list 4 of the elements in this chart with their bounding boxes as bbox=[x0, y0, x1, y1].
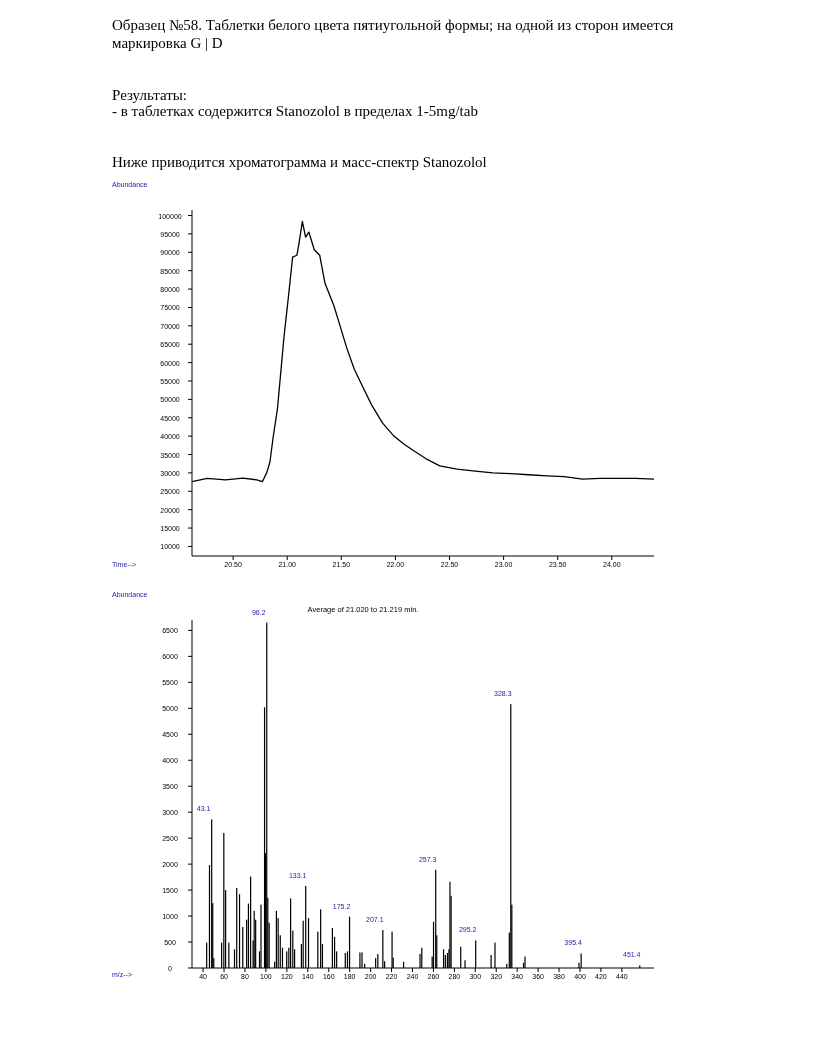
text: - в таблетках содержится Stanozolol в пределах 1-5mg/tab bbox=[112, 103, 478, 119]
text: Ниже приводится хроматограмма и масс-спектр Stanozolol bbox=[112, 154, 487, 170]
chart-title: Образец №58. Таблетки белого цвета пятиугольной формы; на одной из сторон имеется маркировка G | D bbox=[112, 17, 674, 51]
text: Результаты: bbox=[112, 87, 187, 103]
